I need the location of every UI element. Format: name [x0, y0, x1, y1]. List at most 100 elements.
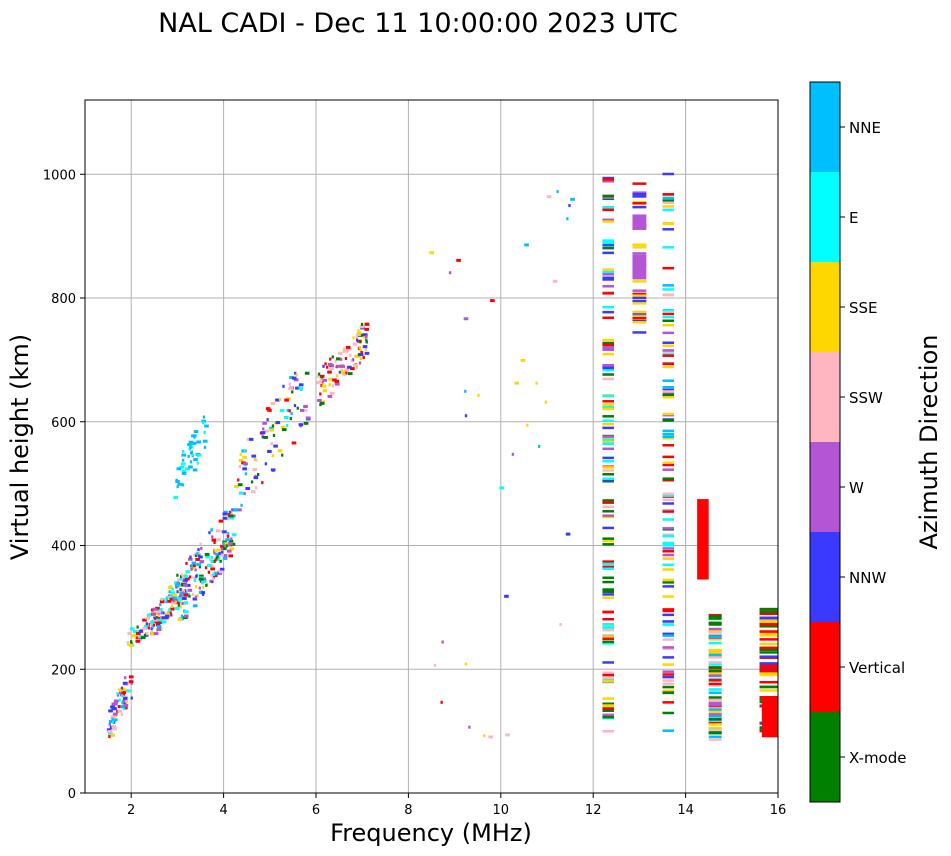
- echo-point: [708, 738, 722, 741]
- x-tick-label: 10: [493, 803, 510, 818]
- echo-point: [602, 617, 614, 621]
- echo-point: [331, 384, 334, 388]
- echo-point: [210, 555, 213, 559]
- colorbar-segment: [810, 532, 840, 622]
- echo-point: [602, 539, 614, 543]
- echo-point: [241, 449, 244, 453]
- echo-point: [264, 429, 270, 433]
- echo-point: [110, 733, 116, 737]
- echo-point: [602, 642, 614, 645]
- y-axis-ticks: 0 200 400 600 800 1000: [43, 168, 85, 802]
- echo-point: [174, 601, 180, 605]
- echo-point: [187, 588, 193, 592]
- echo-point: [708, 699, 722, 702]
- echo-point: [602, 368, 614, 372]
- echo-point: [602, 276, 614, 280]
- echo-point: [272, 433, 276, 437]
- echo-point: [203, 445, 207, 449]
- echo-point: [334, 359, 337, 363]
- echo-point: [227, 543, 233, 547]
- echo-point: [662, 494, 675, 497]
- echo-point: [511, 452, 515, 456]
- echo-point: [708, 666, 722, 669]
- echo-point: [183, 574, 188, 578]
- echo-point: [138, 629, 144, 633]
- echo-point: [263, 435, 268, 439]
- echo-point: [183, 589, 187, 593]
- echo-point: [192, 576, 198, 580]
- echo-point: [191, 592, 194, 596]
- echo-point: [110, 715, 116, 719]
- echo-point: [176, 590, 179, 594]
- echo-point: [602, 310, 614, 314]
- echo-point: [173, 496, 178, 499]
- echo-point: [322, 364, 325, 368]
- echo-point: [662, 673, 675, 676]
- echo-point: [240, 503, 243, 507]
- echo-point: [602, 676, 614, 680]
- echo-point: [219, 559, 222, 563]
- echo-point: [602, 623, 614, 626]
- echo-point: [122, 699, 127, 703]
- echo-point: [662, 638, 675, 641]
- echo-point: [602, 285, 614, 288]
- echo-point: [632, 205, 647, 209]
- echo-point: [233, 508, 238, 512]
- echo-point: [759, 612, 778, 616]
- echo-point: [265, 407, 271, 411]
- echo-point: [152, 607, 158, 611]
- echo-point: [216, 538, 221, 542]
- echo-point: [170, 613, 173, 617]
- echo-point: [198, 555, 203, 559]
- echo-point: [708, 633, 722, 636]
- echo-point: [708, 651, 722, 654]
- echo-point: [708, 726, 722, 730]
- echo-point: [112, 727, 115, 731]
- echo-point: [334, 379, 340, 383]
- echo-point: [662, 419, 675, 422]
- echo-point: [708, 627, 722, 631]
- colorbar-segment: [810, 712, 840, 802]
- echo-point: [662, 553, 675, 557]
- echo-point: [227, 512, 230, 516]
- echo-point: [544, 400, 548, 404]
- echo-point: [759, 616, 778, 620]
- echo-point: [433, 663, 437, 667]
- echo-point: [355, 338, 359, 342]
- echo-point: [337, 351, 343, 355]
- echo-point: [283, 415, 289, 419]
- echo-point: [194, 554, 198, 558]
- echo-point: [189, 451, 193, 455]
- echo-point: [602, 394, 614, 398]
- echo-point: [138, 634, 142, 638]
- echo-point: [177, 597, 183, 601]
- echo-point: [632, 289, 647, 292]
- echo-point: [463, 317, 469, 321]
- echo-point: [303, 421, 309, 425]
- echo-point: [662, 510, 675, 513]
- echo-point: [120, 705, 126, 709]
- echo-point: [708, 735, 722, 739]
- echo-point: [708, 682, 722, 686]
- echo-point: [151, 625, 154, 629]
- echo-point: [213, 548, 216, 552]
- echo-point: [602, 626, 614, 629]
- echo-point: [305, 409, 308, 413]
- echo-point: [319, 392, 322, 396]
- echo-point: [187, 454, 190, 458]
- echo-point: [505, 733, 510, 737]
- echo-point: [298, 383, 304, 387]
- echo-point: [213, 551, 216, 555]
- echo-point: [204, 552, 210, 556]
- echo-point: [662, 646, 675, 649]
- echo-point: [215, 552, 220, 556]
- echo-point: [345, 371, 348, 375]
- echo-point: [170, 604, 174, 608]
- echo-point: [662, 388, 675, 392]
- echo-point: [662, 429, 675, 433]
- echo-point: [208, 558, 214, 562]
- echo-point: [332, 378, 337, 382]
- echo-point: [662, 354, 675, 357]
- echo-point: [112, 720, 115, 724]
- echo-point: [662, 393, 675, 397]
